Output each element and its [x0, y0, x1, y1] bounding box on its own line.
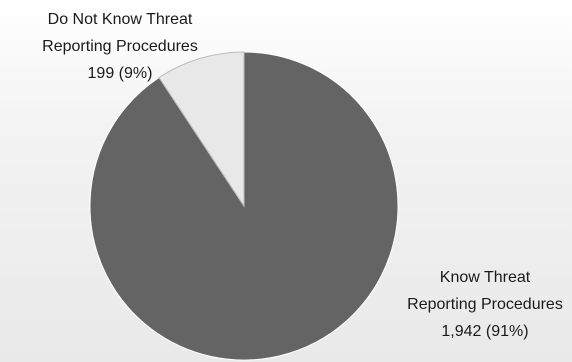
- slice-label-know-line2: Reporting Procedures: [407, 296, 563, 313]
- slice-value-know: 1,942 (91%): [441, 323, 528, 340]
- slice-label-know-line1: Know Threat: [440, 269, 531, 286]
- slice-label-do-not-know-line1: Do Not Know Threat: [48, 11, 193, 28]
- slice-value-do-not-know: 199 (9%): [88, 65, 153, 82]
- slice-label-do-not-know-line2: Reporting Procedures: [42, 38, 198, 55]
- pie-slice-do-not-know: [158, 51, 245, 208]
- pie-slices: [89, 51, 399, 361]
